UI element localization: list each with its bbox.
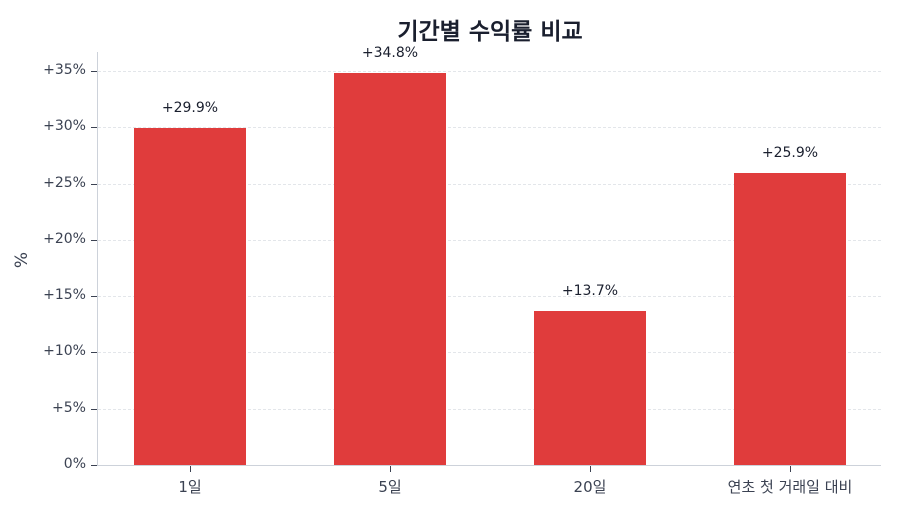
value-label: +13.7% [561, 282, 619, 299]
value-label: +34.8% [361, 45, 419, 62]
y-tick-label: 0% [63, 456, 86, 472]
y-tick-mark [91, 239, 97, 241]
gridline [98, 352, 881, 354]
y-tick-mark [91, 352, 97, 354]
x-tick-label: 1일 [178, 478, 202, 496]
bar-4 [734, 173, 846, 465]
y-tick-mark [91, 408, 97, 410]
gridline [98, 183, 881, 185]
x-tick-mark [390, 466, 391, 472]
bar-1 [134, 128, 246, 465]
y-tick-label: +25% [43, 174, 86, 191]
chart-title: 기간별 수익률 비교 [397, 19, 583, 45]
y-tick-label: +5% [52, 399, 86, 416]
y-tick-label: +20% [43, 230, 86, 247]
x-tick-label: 20일 [573, 478, 607, 496]
y-axis-line [97, 52, 98, 466]
y-tick-mark [91, 465, 97, 466]
gridline [98, 408, 881, 410]
y-tick-mark [91, 296, 97, 298]
gridline [98, 239, 881, 241]
y-tick-label: +15% [43, 287, 86, 304]
y-tick-mark [91, 183, 97, 185]
x-tick-label: 연초 첫 거래일 대비 [727, 478, 853, 496]
value-label: +25.9% [761, 145, 819, 162]
x-axis-line [97, 465, 881, 466]
y-tick-mark [91, 70, 97, 72]
y-tick-label: +10% [43, 343, 86, 360]
bar-2 [334, 73, 446, 465]
bar-3 [534, 310, 646, 465]
y-tick-label: +30% [43, 118, 86, 135]
x-tick-mark [790, 466, 791, 472]
gridline [98, 296, 881, 298]
y-axis-label: % [12, 251, 33, 269]
y-tick-mark [91, 127, 97, 129]
value-label: +29.9% [161, 100, 219, 117]
gridline [98, 127, 881, 129]
x-tick-label: 5일 [378, 478, 402, 496]
gridline [98, 70, 881, 72]
x-tick-mark [190, 466, 191, 472]
y-tick-label: +35% [43, 61, 86, 78]
x-tick-mark [590, 466, 591, 472]
